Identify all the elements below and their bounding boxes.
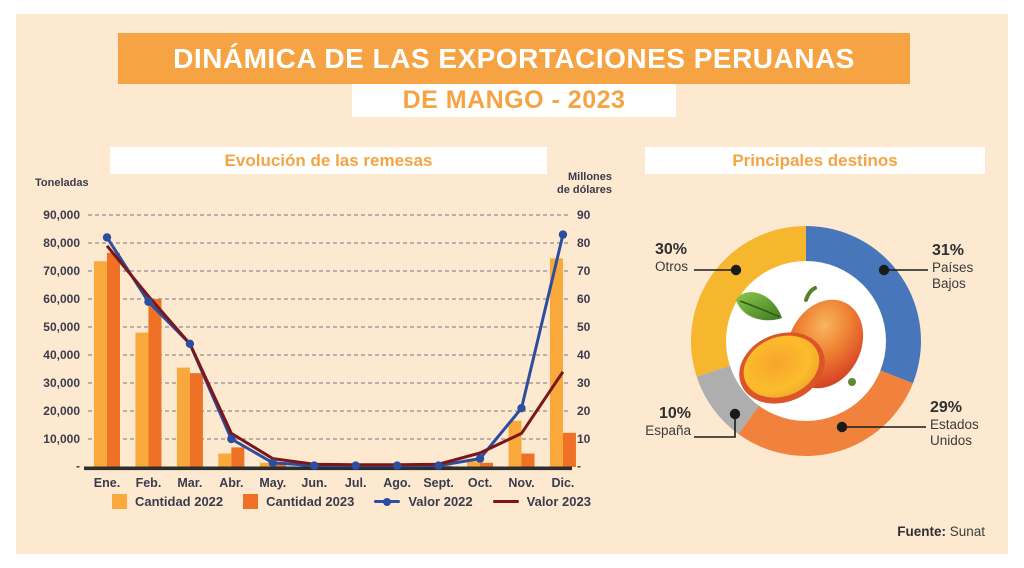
chart-legend: Cantidad 2022 Cantidad 2023 Valor 2022 V… — [112, 494, 591, 509]
svg-text:Jun.: Jun. — [301, 476, 327, 490]
svg-text:Dic.: Dic. — [551, 476, 574, 490]
right-axis-ticks: 90 80 70 60 50 40 30 20 10 - — [577, 208, 591, 473]
callout-espana: 10% España — [645, 405, 691, 439]
legend-item-cantidad-2022: Cantidad 2022 — [112, 494, 223, 509]
paises-bajos-percent: 31% — [932, 242, 965, 259]
svg-text:Nov.: Nov. — [508, 476, 534, 490]
valor-2023-swatch — [492, 499, 519, 504]
svg-text:Jul.: Jul. — [345, 476, 367, 490]
valor-2022-label: Valor 2022 — [408, 494, 473, 509]
svg-text:50,000: 50,000 — [43, 320, 80, 334]
cantidad-2022-swatch — [112, 494, 127, 509]
source-value: Sunat — [949, 524, 985, 539]
svg-text:30: 30 — [577, 376, 591, 390]
page-subtitle: DE MANGO - 2023 — [402, 86, 626, 114]
month-labels: Ene. Feb. Mar. Abr. May. Jun. Jul. Ago. Sept. Oct… — [94, 476, 575, 490]
gridlines — [88, 214, 570, 440]
left-axis-ticks: 90,000 80,000 70,000 60,000 50,000 40,000 30,0… — [43, 208, 80, 473]
svg-text:50: 50 — [577, 320, 591, 334]
line-valor-2023 — [105, 244, 565, 467]
paises-bajos-label-2: Bajos — [932, 275, 966, 291]
right-section-header: Principales destinos — [645, 147, 985, 174]
valor-2023-label: Valor 2023 — [526, 494, 591, 509]
svg-text:Ene.: Ene. — [94, 476, 120, 490]
left-section-title: Evolución de las remesas — [224, 150, 433, 170]
bars-cantidad-2023 — [107, 252, 576, 467]
svg-text:60: 60 — [577, 292, 591, 306]
svg-text:80,000: 80,000 — [43, 236, 80, 250]
svg-text:90,000: 90,000 — [43, 208, 80, 222]
svg-text:70,000: 70,000 — [43, 264, 80, 278]
espana-percent: 10% — [658, 405, 691, 422]
svg-text:80: 80 — [577, 236, 591, 250]
cantidad-2023-label: Cantidad 2023 — [266, 494, 355, 509]
callout-estados-unidos: 29% Estados Unidos — [930, 399, 979, 448]
svg-text:60,000: 60,000 — [43, 292, 80, 306]
estados-unidos-label-2: Unidos — [930, 432, 973, 448]
otros-label: Otros — [655, 259, 689, 275]
svg-text:-: - — [577, 459, 581, 473]
legend-item-cantidad-2023: Cantidad 2023 — [243, 494, 354, 509]
source-label: Fuente: — [897, 524, 946, 539]
left-axis-title: Toneladas — [35, 177, 89, 189]
svg-text:Mar.: Mar. — [177, 476, 202, 490]
donut-callout-lines — [694, 264, 928, 438]
svg-text:10,000: 10,000 — [43, 432, 80, 446]
valor-2022-marker-icon — [383, 497, 392, 506]
svg-text:30,000: 30,000 — [43, 376, 80, 390]
svg-text:90: 90 — [577, 208, 591, 222]
right-axis-title: Millones de dólares — [556, 171, 612, 197]
subtitle-band: DE MANGO - 2023 — [352, 84, 676, 117]
svg-text:Feb.: Feb. — [136, 476, 162, 490]
svg-text:20,000: 20,000 — [43, 404, 80, 418]
line-valor-2022 — [105, 234, 565, 468]
svg-text:Sept.: Sept. — [423, 476, 454, 490]
svg-text:40,000: 40,000 — [43, 348, 80, 362]
callout-paises-bajos: 31% Países Bajos — [932, 242, 973, 291]
svg-text:20: 20 — [577, 404, 591, 418]
markers-valor-2022 — [102, 230, 568, 470]
cantidad-2022-label: Cantidad 2022 — [135, 494, 224, 509]
valor-2022-swatch — [374, 497, 401, 506]
title-band: DINÁMICA DE LAS EXPORTACIONES PERUANAS — [118, 33, 910, 84]
callout-otros: 30% Otros — [655, 241, 688, 275]
left-section-header: Evolución de las remesas — [110, 147, 547, 174]
svg-text:May.: May. — [259, 476, 286, 490]
espana-label: España — [645, 423, 691, 439]
right-section-title: Principales destinos — [732, 150, 898, 170]
estados-unidos-label-1: Estados — [930, 417, 979, 433]
x-axis-line — [84, 466, 572, 471]
source-note: Fuente: Sunat — [897, 524, 985, 539]
svg-text:70: 70 — [577, 264, 591, 278]
otros-percent: 30% — [655, 241, 688, 258]
svg-text:-: - — [76, 459, 80, 473]
legend-item-valor-2022: Valor 2022 — [374, 494, 473, 509]
estados-unidos-percent: 29% — [930, 399, 963, 416]
cantidad-2023-swatch — [243, 494, 259, 509]
svg-text:Ago.: Ago. — [383, 476, 411, 490]
svg-text:Oct.: Oct. — [468, 476, 492, 490]
svg-text:Abr.: Abr. — [219, 476, 243, 490]
svg-text:40: 40 — [577, 348, 591, 362]
paises-bajos-label-1: Países — [932, 260, 974, 276]
page-title: DINÁMICA DE LAS EXPORTACIONES PERUANAS — [173, 42, 855, 74]
svg-text:10: 10 — [577, 432, 591, 446]
bars-cantidad-2022 — [94, 258, 563, 467]
exports-combo-chart: 90,000 80,000 70,000 60,000 50,000 40,000 30,0… — [43, 208, 591, 490]
legend-item-valor-2023: Valor 2023 — [492, 494, 591, 509]
